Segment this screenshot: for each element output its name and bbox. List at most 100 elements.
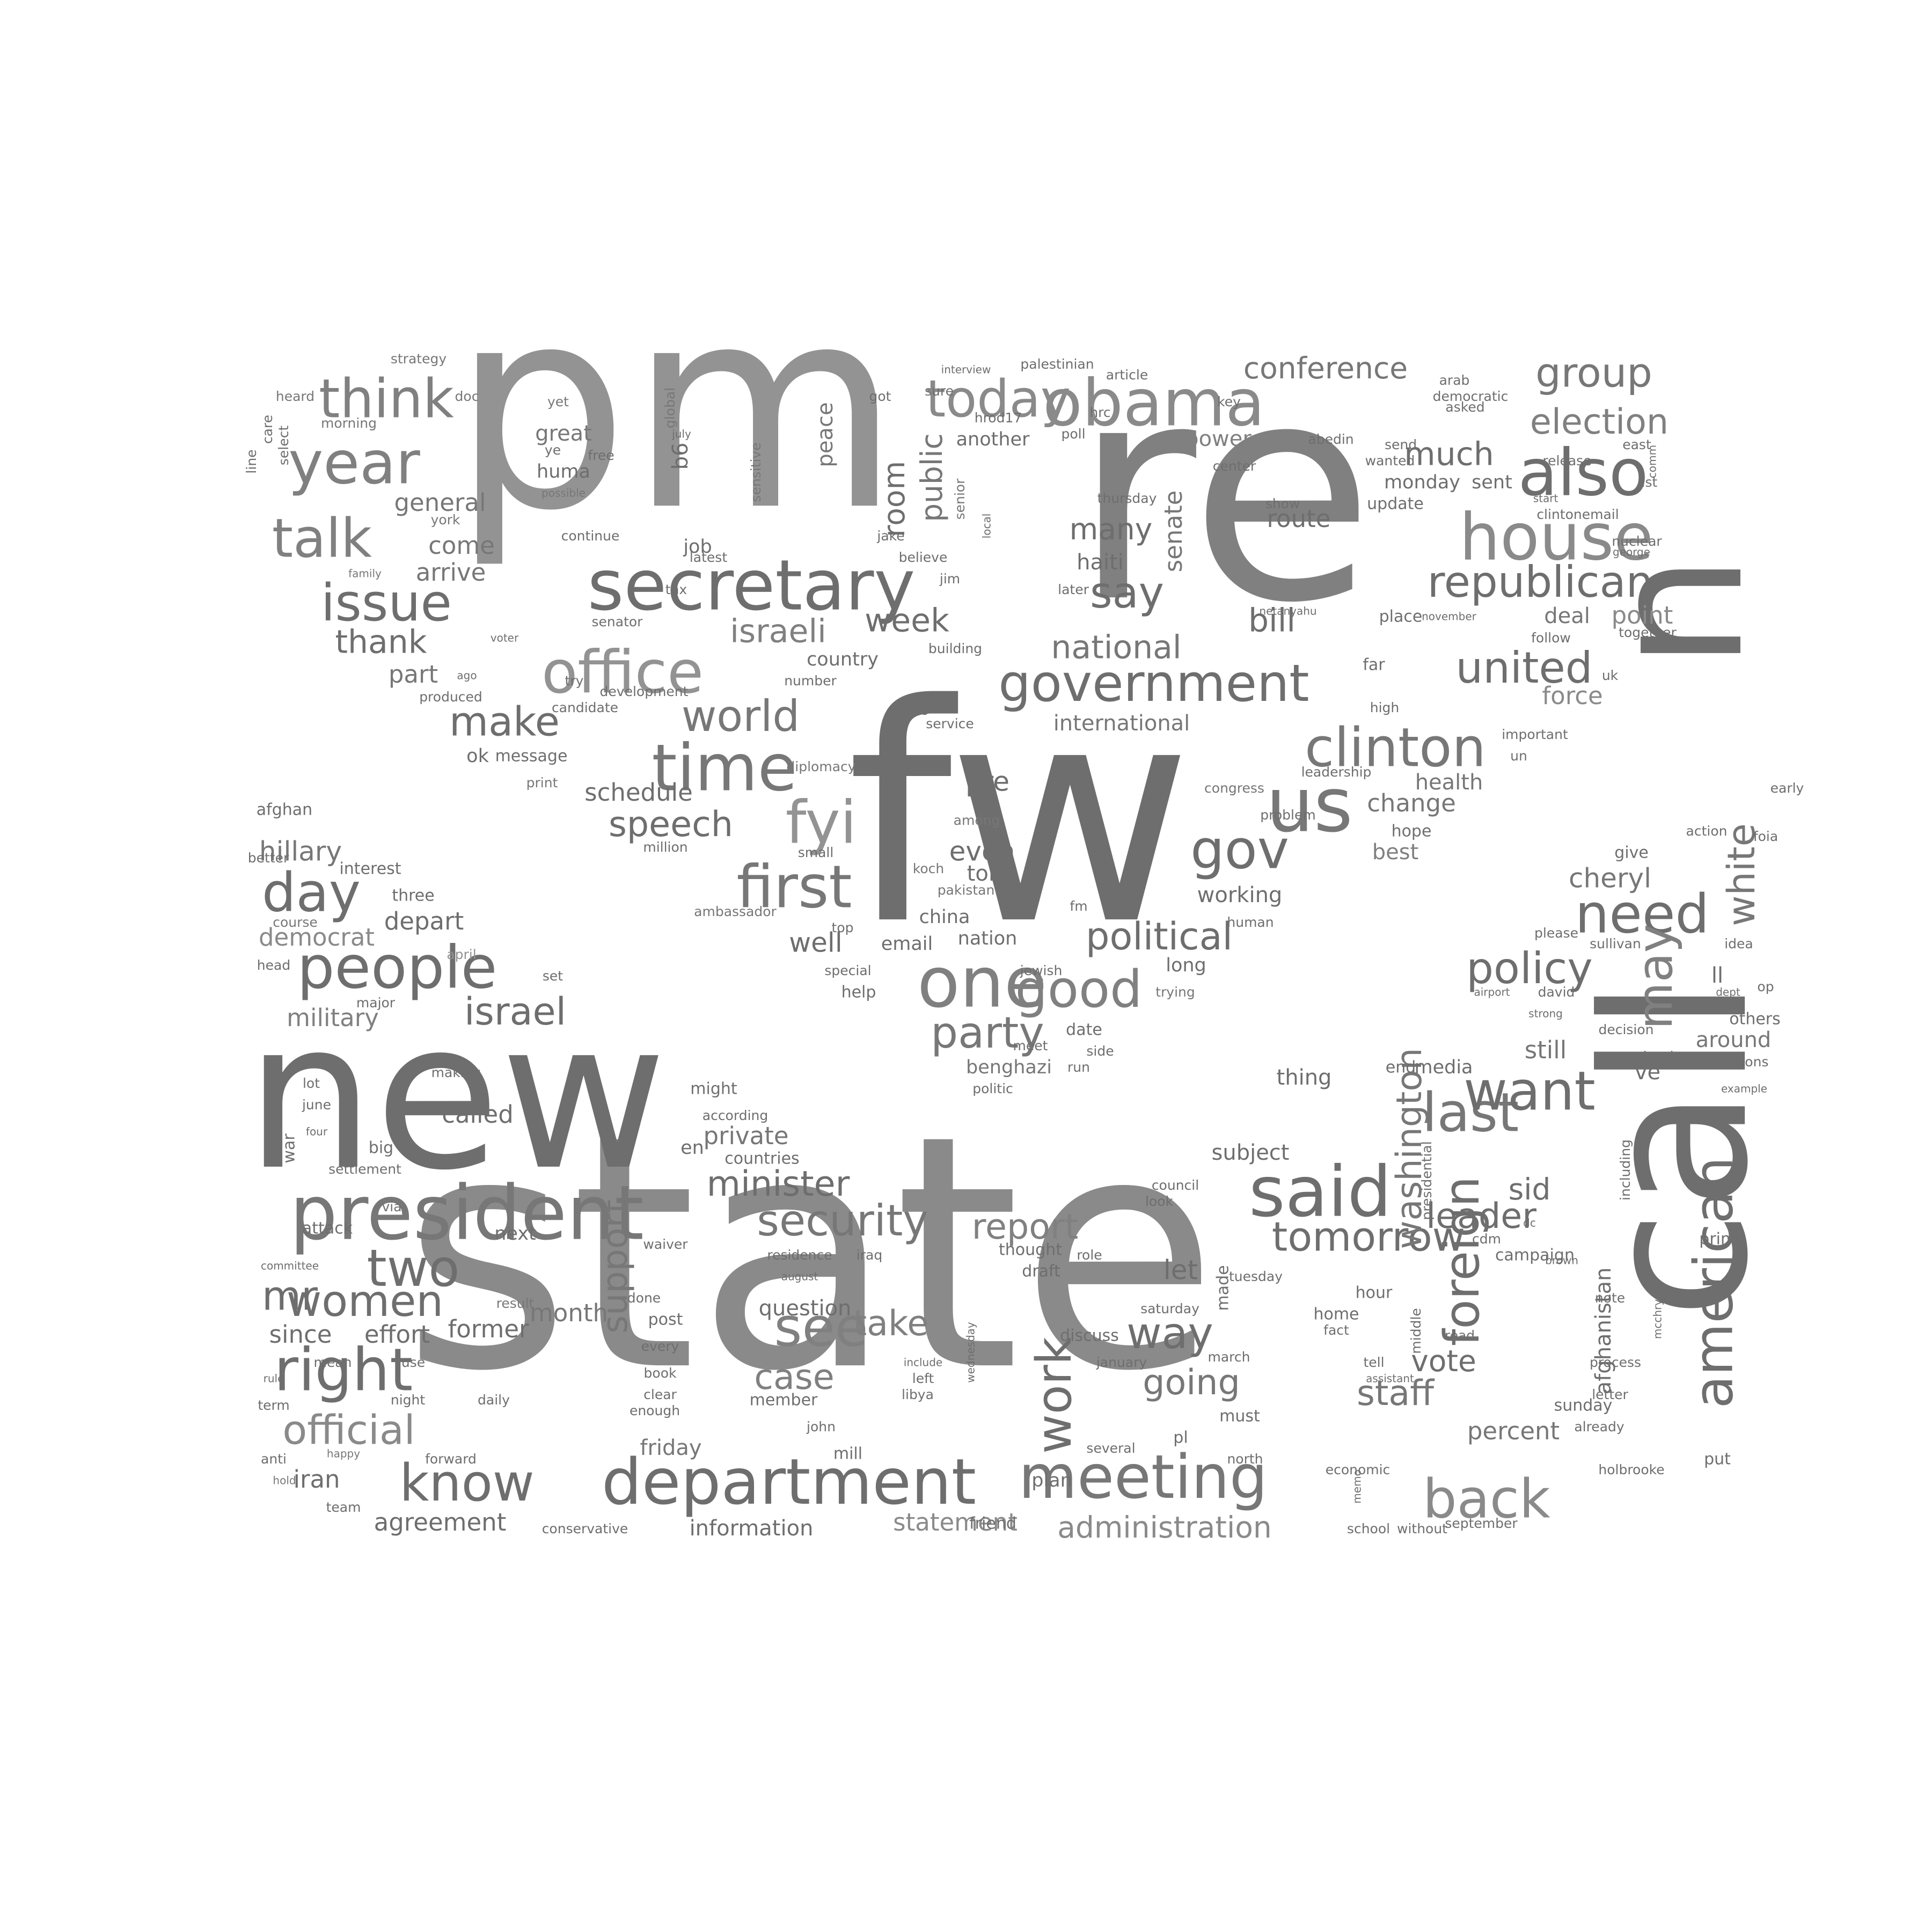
word-special: special [824,963,871,978]
word-foia: foia [1753,829,1778,844]
word-global: global [662,387,678,428]
word-two: two [367,1239,459,1298]
word-three: three [392,887,434,905]
word-plan: plan [1031,1470,1072,1491]
word-iraq: iraq [857,1247,882,1263]
word-place: place [1379,608,1423,626]
word-mean: mean [314,1355,352,1370]
word-afghan: afghan [257,801,312,819]
word-number: number [784,673,837,689]
word-great: great [535,421,592,446]
word-congress: congress [1204,780,1264,796]
word-strategy: strategy [391,351,447,367]
word-heard: heard [276,389,314,404]
word-haiti: haiti [1077,550,1124,575]
word-democratic: democratic [1433,389,1509,404]
word-make: make [449,698,560,745]
word-morning: morning [321,415,377,431]
word-administration: administration [1057,1510,1272,1545]
word-iran: iran [293,1465,340,1494]
word-staff: staff [1357,1373,1435,1414]
word-among: among [954,813,1000,828]
word-friend: friend [969,1514,1016,1533]
word-op: op [1757,979,1774,994]
word-hillary: hillary [259,836,342,867]
word-believe: believe [899,550,948,565]
word-military: military [287,1004,379,1032]
word-people: people [297,933,497,1001]
word-ambassador: ambassador [694,904,777,919]
word-told: told [967,861,1008,886]
word-senate: senate [1159,491,1188,573]
word-conservative: conservative [542,1521,628,1536]
word-ap: ap [1118,904,1135,919]
word-percent: percent [1467,1417,1560,1445]
word-small: small [798,845,834,860]
word-come: come [428,531,495,560]
word-august: august [781,1270,818,1283]
word-interview: interview [941,363,991,376]
word-hour: hour [1356,1284,1393,1302]
word-want: want [1463,1059,1596,1122]
word-given: given [921,700,958,715]
word-huma: huma [537,461,590,482]
word-clintonemail: clintonemail [1536,507,1619,522]
word-case: case [754,1357,834,1397]
word-june: june [302,1097,331,1113]
word-thought: thought [999,1241,1062,1260]
word-later: later [1058,582,1089,597]
word-b6: b6 [668,443,693,470]
word-including: including [1618,1139,1633,1201]
word-best: best [1372,840,1419,865]
word-sunday: sunday [1554,1396,1613,1415]
word-please: please [1534,925,1578,941]
word-comm: comm [1646,445,1659,478]
word-thank: thank [335,624,427,661]
word-koch: koch [913,861,944,876]
word-course: course [273,914,318,930]
word-media: media [1414,1057,1473,1078]
word-home: home [1313,1305,1359,1324]
word-york: york [431,512,460,528]
word-israeli: israeli [730,613,826,650]
word-member: member [750,1391,818,1410]
word-airport: airport [1474,986,1510,999]
word-attack: attack [302,1219,353,1238]
word-afghanistan: afghanistan [1591,1268,1616,1395]
word-leader: leader [1426,1196,1536,1236]
word-read: read [1445,1328,1475,1343]
word-happy: happy [327,1447,360,1460]
word-power: power [1185,427,1252,451]
word-policy: policy [1466,943,1593,993]
word-east: east [1622,437,1651,452]
word-war: war [280,1133,299,1163]
word-republican: republican [1428,557,1653,607]
word-april: april [447,947,476,962]
word-need: need [1575,882,1709,945]
word-cheryl: cheryl [1569,863,1651,894]
word-take: take [853,1304,929,1344]
word-jake: jake [876,528,904,544]
word-even: even [949,836,1015,867]
word-got: got [869,389,891,404]
word-must: must [1219,1407,1260,1426]
word-political: political [1086,914,1233,958]
word-send: send [1385,437,1417,452]
word-doc: doc [455,389,479,404]
word-include: include [904,1356,942,1369]
word-sent: sent [1472,472,1512,493]
word-action: action [1686,823,1728,839]
word-tell: tell [1363,1355,1384,1370]
word-discuss: discuss [1060,1327,1119,1345]
word-group: group [1535,349,1652,397]
word-talk: talk [272,507,372,569]
word-development: development [600,684,689,699]
word-show: show [1265,496,1300,511]
word-term: term [258,1397,289,1413]
word-work: work [1026,1337,1082,1454]
word-united: united [1456,643,1593,693]
word-ve: ve [1635,1060,1660,1085]
word-key: key [1217,394,1241,409]
word-issue: issue [321,574,452,633]
word-local: local [980,514,993,539]
